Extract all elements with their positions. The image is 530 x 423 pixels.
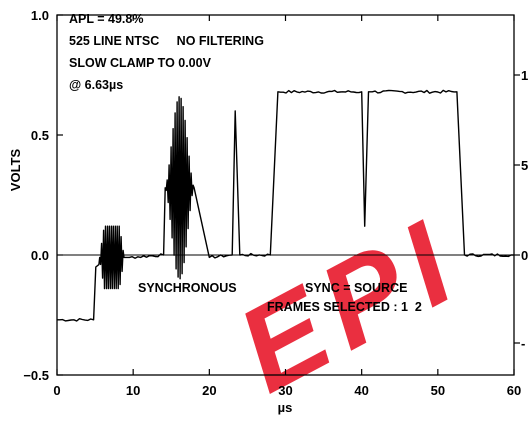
right-tick-label: - xyxy=(521,336,525,351)
trigger-annotation: SYNCHRONOUS xyxy=(138,281,237,295)
x-tick-label: 0 xyxy=(53,383,60,398)
sync-annotation: SYNC = SOURCE xyxy=(305,281,408,295)
standard-annotation: 525 LINE NTSC NO FILTERING xyxy=(69,34,264,48)
y-tick-label: 1.0 xyxy=(31,8,49,23)
x-tick-label: 20 xyxy=(202,383,216,398)
x-tick-label: 60 xyxy=(507,383,521,398)
x-tick-label: 40 xyxy=(354,383,368,398)
x-tick-label: 30 xyxy=(278,383,292,398)
right-tick-label: 5 xyxy=(521,158,528,173)
y-tick-label: 0.0 xyxy=(31,248,49,263)
plot-marks xyxy=(57,89,515,322)
right-tick-label: 1 xyxy=(521,68,528,83)
y-axis-title: VOLTS xyxy=(8,148,23,191)
clamp-annotation: SLOW CLAMP TO 0.00V xyxy=(69,56,211,70)
x-tick-label: 10 xyxy=(126,383,140,398)
x-tick-label: 50 xyxy=(431,383,445,398)
y-tick-label: 0.5 xyxy=(31,128,49,143)
apl-annotation: APL = 49.8% xyxy=(69,12,144,26)
waveform-series-line xyxy=(57,89,515,322)
right-tick-label: 0 xyxy=(521,248,528,263)
x-axis-title: µs xyxy=(278,400,293,415)
y-tick-label: −0.5 xyxy=(23,368,49,383)
frames-annotation: FRAMES SELECTED : 1 2 xyxy=(267,300,422,314)
clamp-time-annotation: @ 6.63µs xyxy=(69,78,124,92)
